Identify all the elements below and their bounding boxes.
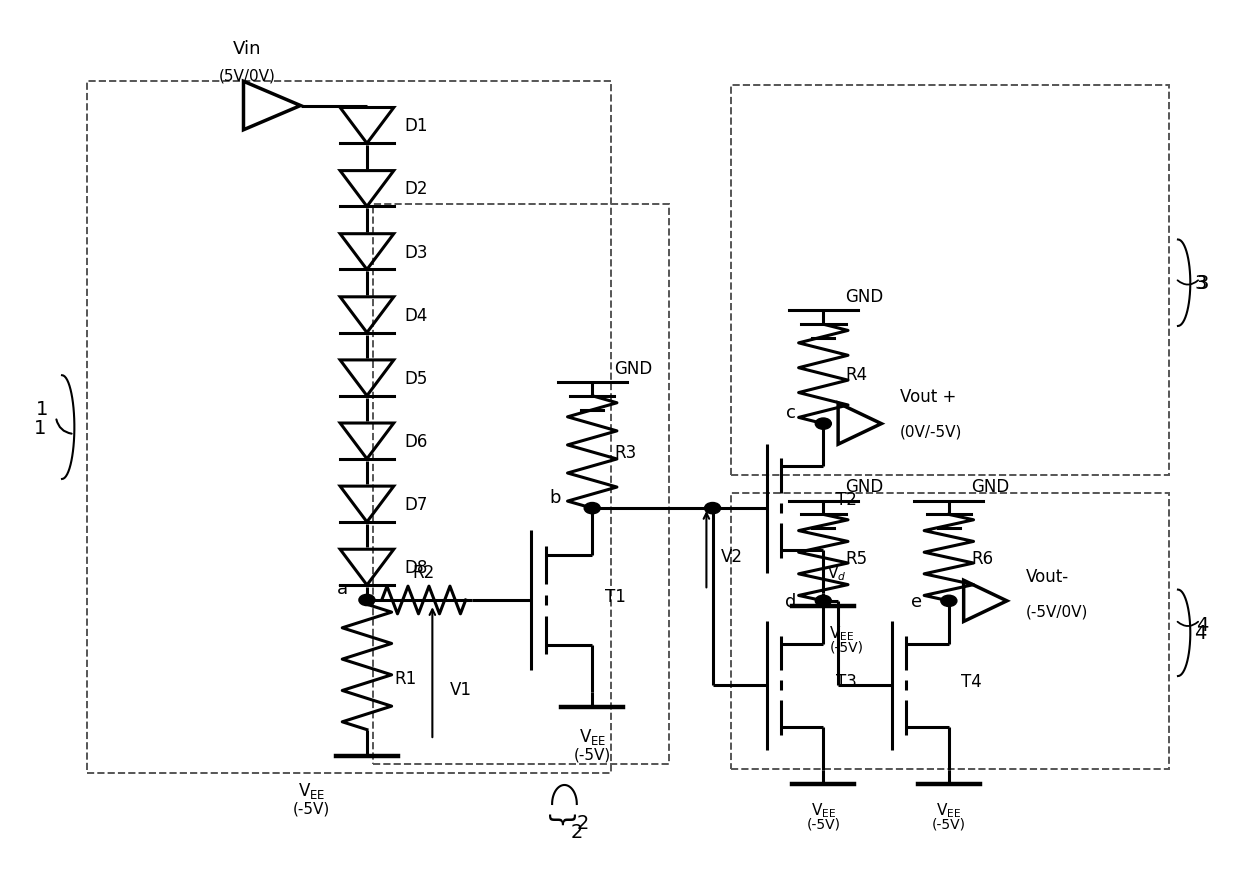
Text: GND: GND <box>615 360 652 378</box>
Text: V$_{\mathsf{EE}}$: V$_{\mathsf{EE}}$ <box>811 800 836 819</box>
Text: 3: 3 <box>1194 274 1207 293</box>
Bar <box>87 83 611 773</box>
Text: Vin: Vin <box>233 40 262 58</box>
Circle shape <box>815 595 831 607</box>
Text: (-5V/0V): (-5V/0V) <box>1025 604 1087 619</box>
Text: D4: D4 <box>404 307 428 324</box>
Text: 4: 4 <box>1197 615 1209 634</box>
Text: D2: D2 <box>404 180 428 198</box>
Text: R3: R3 <box>615 443 636 461</box>
Text: D8: D8 <box>404 559 428 576</box>
Circle shape <box>584 503 600 514</box>
Text: (-5V): (-5V) <box>293 800 330 816</box>
Text: D1: D1 <box>404 117 428 136</box>
Text: D7: D7 <box>404 495 428 514</box>
Text: R1: R1 <box>394 669 417 687</box>
Text: R2: R2 <box>413 563 435 581</box>
Text: V$_{\mathsf{EE}}$: V$_{\mathsf{EE}}$ <box>830 623 854 642</box>
Bar <box>373 205 670 765</box>
Text: R6: R6 <box>971 549 993 567</box>
Text: e: e <box>910 592 921 610</box>
Text: (0V/-5V): (0V/-5V) <box>900 424 962 439</box>
Text: d: d <box>785 592 796 610</box>
Text: V$_d$: V$_d$ <box>827 563 847 582</box>
Text: 3: 3 <box>1197 274 1209 293</box>
Text: (-5V): (-5V) <box>931 817 966 831</box>
Text: D5: D5 <box>404 369 428 388</box>
Text: V$_{\mathsf{EE}}$: V$_{\mathsf{EE}}$ <box>579 726 606 746</box>
Text: T1: T1 <box>605 587 625 605</box>
Text: c: c <box>786 403 796 421</box>
Text: V1: V1 <box>450 680 471 699</box>
Text: V$_{\mathsf{EE}}$: V$_{\mathsf{EE}}$ <box>936 800 961 819</box>
Text: 4: 4 <box>1194 624 1207 642</box>
Text: V2: V2 <box>722 547 743 565</box>
Text: b: b <box>549 488 562 506</box>
Text: T4: T4 <box>961 673 982 690</box>
Text: Vout +: Vout + <box>900 388 956 405</box>
Text: 1: 1 <box>36 399 48 418</box>
Bar <box>732 494 1169 770</box>
Text: R4: R4 <box>846 366 868 383</box>
Text: V$_{\mathsf{EE}}$: V$_{\mathsf{EE}}$ <box>298 779 325 799</box>
Text: 2: 2 <box>577 813 589 833</box>
Text: (-5V): (-5V) <box>806 817 841 831</box>
Text: D3: D3 <box>404 243 428 262</box>
Text: (5V/0V): (5V/0V) <box>219 68 277 83</box>
Text: GND: GND <box>971 477 1009 495</box>
Text: R5: R5 <box>846 549 868 567</box>
Text: $\boldsymbol{\mathsf{\}}}$: $\boldsymbol{\mathsf{\}}}$ <box>547 808 578 825</box>
Text: T3: T3 <box>836 673 857 690</box>
Circle shape <box>941 595 957 607</box>
Text: Vout-: Vout- <box>1025 567 1069 586</box>
Text: a: a <box>337 580 348 598</box>
Text: GND: GND <box>846 477 884 495</box>
Text: T2: T2 <box>836 491 857 509</box>
Text: 1: 1 <box>33 418 46 437</box>
Text: (-5V): (-5V) <box>574 746 611 761</box>
Circle shape <box>358 594 374 606</box>
Bar <box>732 86 1169 476</box>
Text: 2: 2 <box>570 822 583 841</box>
Circle shape <box>704 503 720 514</box>
Text: (-5V): (-5V) <box>830 640 863 653</box>
Text: D6: D6 <box>404 433 428 450</box>
Text: GND: GND <box>846 288 884 305</box>
Circle shape <box>815 419 831 430</box>
